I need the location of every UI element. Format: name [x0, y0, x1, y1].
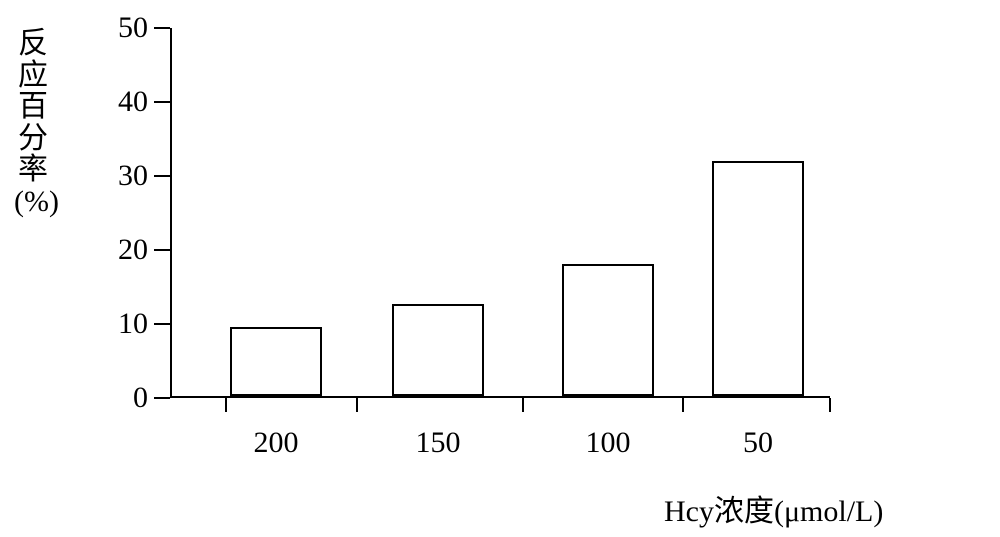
y-tick	[154, 397, 170, 399]
bar	[712, 161, 804, 396]
y-axis-line	[170, 28, 172, 398]
y-tick-label: 40	[118, 85, 148, 119]
y-axis-label-char: 反	[14, 28, 52, 60]
y-tick-label: 0	[133, 381, 148, 415]
y-tick	[154, 249, 170, 251]
y-tick-label: 10	[118, 307, 148, 341]
bar	[562, 264, 654, 396]
x-tick-label: 50	[743, 426, 773, 460]
x-tick-label: 200	[254, 426, 299, 460]
x-tick	[829, 398, 831, 412]
chart-container: 反应百分率(%) 0102030405020015010050 Hcy浓度(μm…	[0, 0, 1000, 537]
y-tick	[154, 323, 170, 325]
x-tick	[522, 398, 524, 412]
x-axis-line	[170, 396, 830, 398]
bar	[392, 304, 484, 397]
y-axis-label: 反应百分率(%)	[14, 28, 52, 217]
bar	[230, 327, 322, 396]
y-tick-label: 20	[118, 233, 148, 267]
plot-area: 0102030405020015010050	[170, 28, 830, 398]
x-tick	[682, 398, 684, 412]
y-tick-label: 50	[118, 11, 148, 45]
y-tick-label: 30	[118, 159, 148, 193]
y-axis-label-char: 百	[14, 91, 52, 123]
y-axis-label-char: 分	[14, 123, 52, 155]
y-axis-label-unit: (%)	[14, 186, 52, 218]
x-axis-label: Hcy浓度(μmol/L)	[664, 486, 883, 530]
x-tick-label: 150	[416, 426, 461, 460]
y-axis-label-char: 应	[14, 60, 52, 92]
y-tick	[154, 175, 170, 177]
x-tick-label: 100	[586, 426, 631, 460]
x-tick	[356, 398, 358, 412]
y-tick	[154, 101, 170, 103]
x-tick	[225, 398, 227, 412]
y-tick	[154, 27, 170, 29]
x-axis-label-text: Hcy浓度(μmol/L)	[664, 495, 883, 528]
y-axis-label-char: 率	[14, 154, 52, 186]
